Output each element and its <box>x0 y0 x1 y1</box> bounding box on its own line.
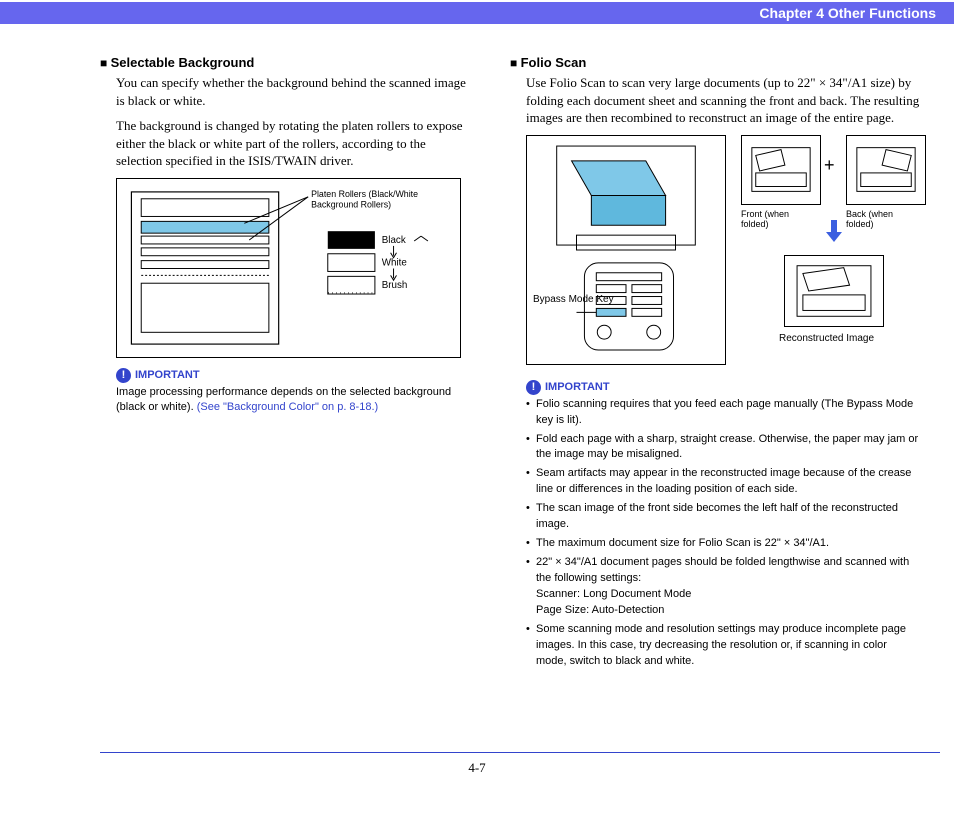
list-item: Fold each page with a sharp, straight cr… <box>526 432 920 464</box>
back-label: Back (when folded) <box>846 209 916 231</box>
reconstructed-label: Reconstructed Image <box>779 333 874 344</box>
bypass-mode-label: Bypass Mode Key <box>533 294 614 306</box>
page-body: Selectable Background You can specify wh… <box>100 55 940 673</box>
paragraph: The background is changed by rotating th… <box>116 117 470 170</box>
list-item: The scan image of the front side becomes… <box>526 501 920 533</box>
list-item: Folio scanning requires that you feed ea… <box>526 397 920 429</box>
important-label: IMPORTANT <box>135 369 200 381</box>
chapter-title: Chapter 4 Other Functions <box>759 5 936 21</box>
chapter-header: Chapter 4 Other Functions <box>0 2 954 24</box>
list-item: The maximum document size for Folio Scan… <box>526 536 920 552</box>
figure-back-folded <box>846 135 926 205</box>
svg-text:Brush: Brush <box>382 280 408 291</box>
figure-reconstructed <box>784 255 884 327</box>
svg-text:White: White <box>382 257 408 268</box>
exclamation-icon: ! <box>116 368 131 383</box>
section-title-selectable-bg: Selectable Background <box>100 55 470 70</box>
arrow-down-icon <box>826 220 842 242</box>
figure-scanner-main: Bypass Mode Key <box>526 135 726 365</box>
front-label: Front (when folded) <box>741 209 811 231</box>
fig-caption: Platen Rollers (Black/WhiteBackground Ro… <box>311 189 418 210</box>
cross-ref-link[interactable]: (See "Background Color" on p. 8-18.) <box>197 401 378 413</box>
paragraph: Use Folio Scan to scan very large docume… <box>526 74 920 127</box>
list-item: 22" × 34"/A1 document pages should be fo… <box>526 555 920 619</box>
important-label: IMPORTANT <box>545 381 610 393</box>
figure-front-folded <box>741 135 821 205</box>
list-item: Some scanning mode and resolution settin… <box>526 622 920 670</box>
section-title-folio-scan: Folio Scan <box>510 55 920 70</box>
figure-folio-scan: Bypass Mode Key Front (when folded) + Ba… <box>526 135 916 370</box>
left-column: Selectable Background You can specify wh… <box>100 55 470 673</box>
important-callout: ! IMPORTANT <box>526 380 920 395</box>
exclamation-icon: ! <box>526 380 541 395</box>
important-callout: ! IMPORTANT <box>116 368 470 383</box>
plus-icon: + <box>824 155 835 176</box>
page-number: 4-7 <box>0 760 954 776</box>
figure-platen-rollers: Platen Rollers (Black/WhiteBackground Ro… <box>116 178 461 358</box>
footer-rule <box>100 752 940 753</box>
list-item: Seam artifacts may appear in the reconst… <box>526 466 920 498</box>
svg-text:Black: Black <box>382 235 406 246</box>
important-note: Image processing performance depends on … <box>116 385 470 416</box>
paragraph: You can specify whether the background b… <box>116 74 470 109</box>
right-column: Folio Scan Use Folio Scan to scan very l… <box>510 55 920 673</box>
important-bullet-list: Folio scanning requires that you feed ea… <box>526 397 920 670</box>
